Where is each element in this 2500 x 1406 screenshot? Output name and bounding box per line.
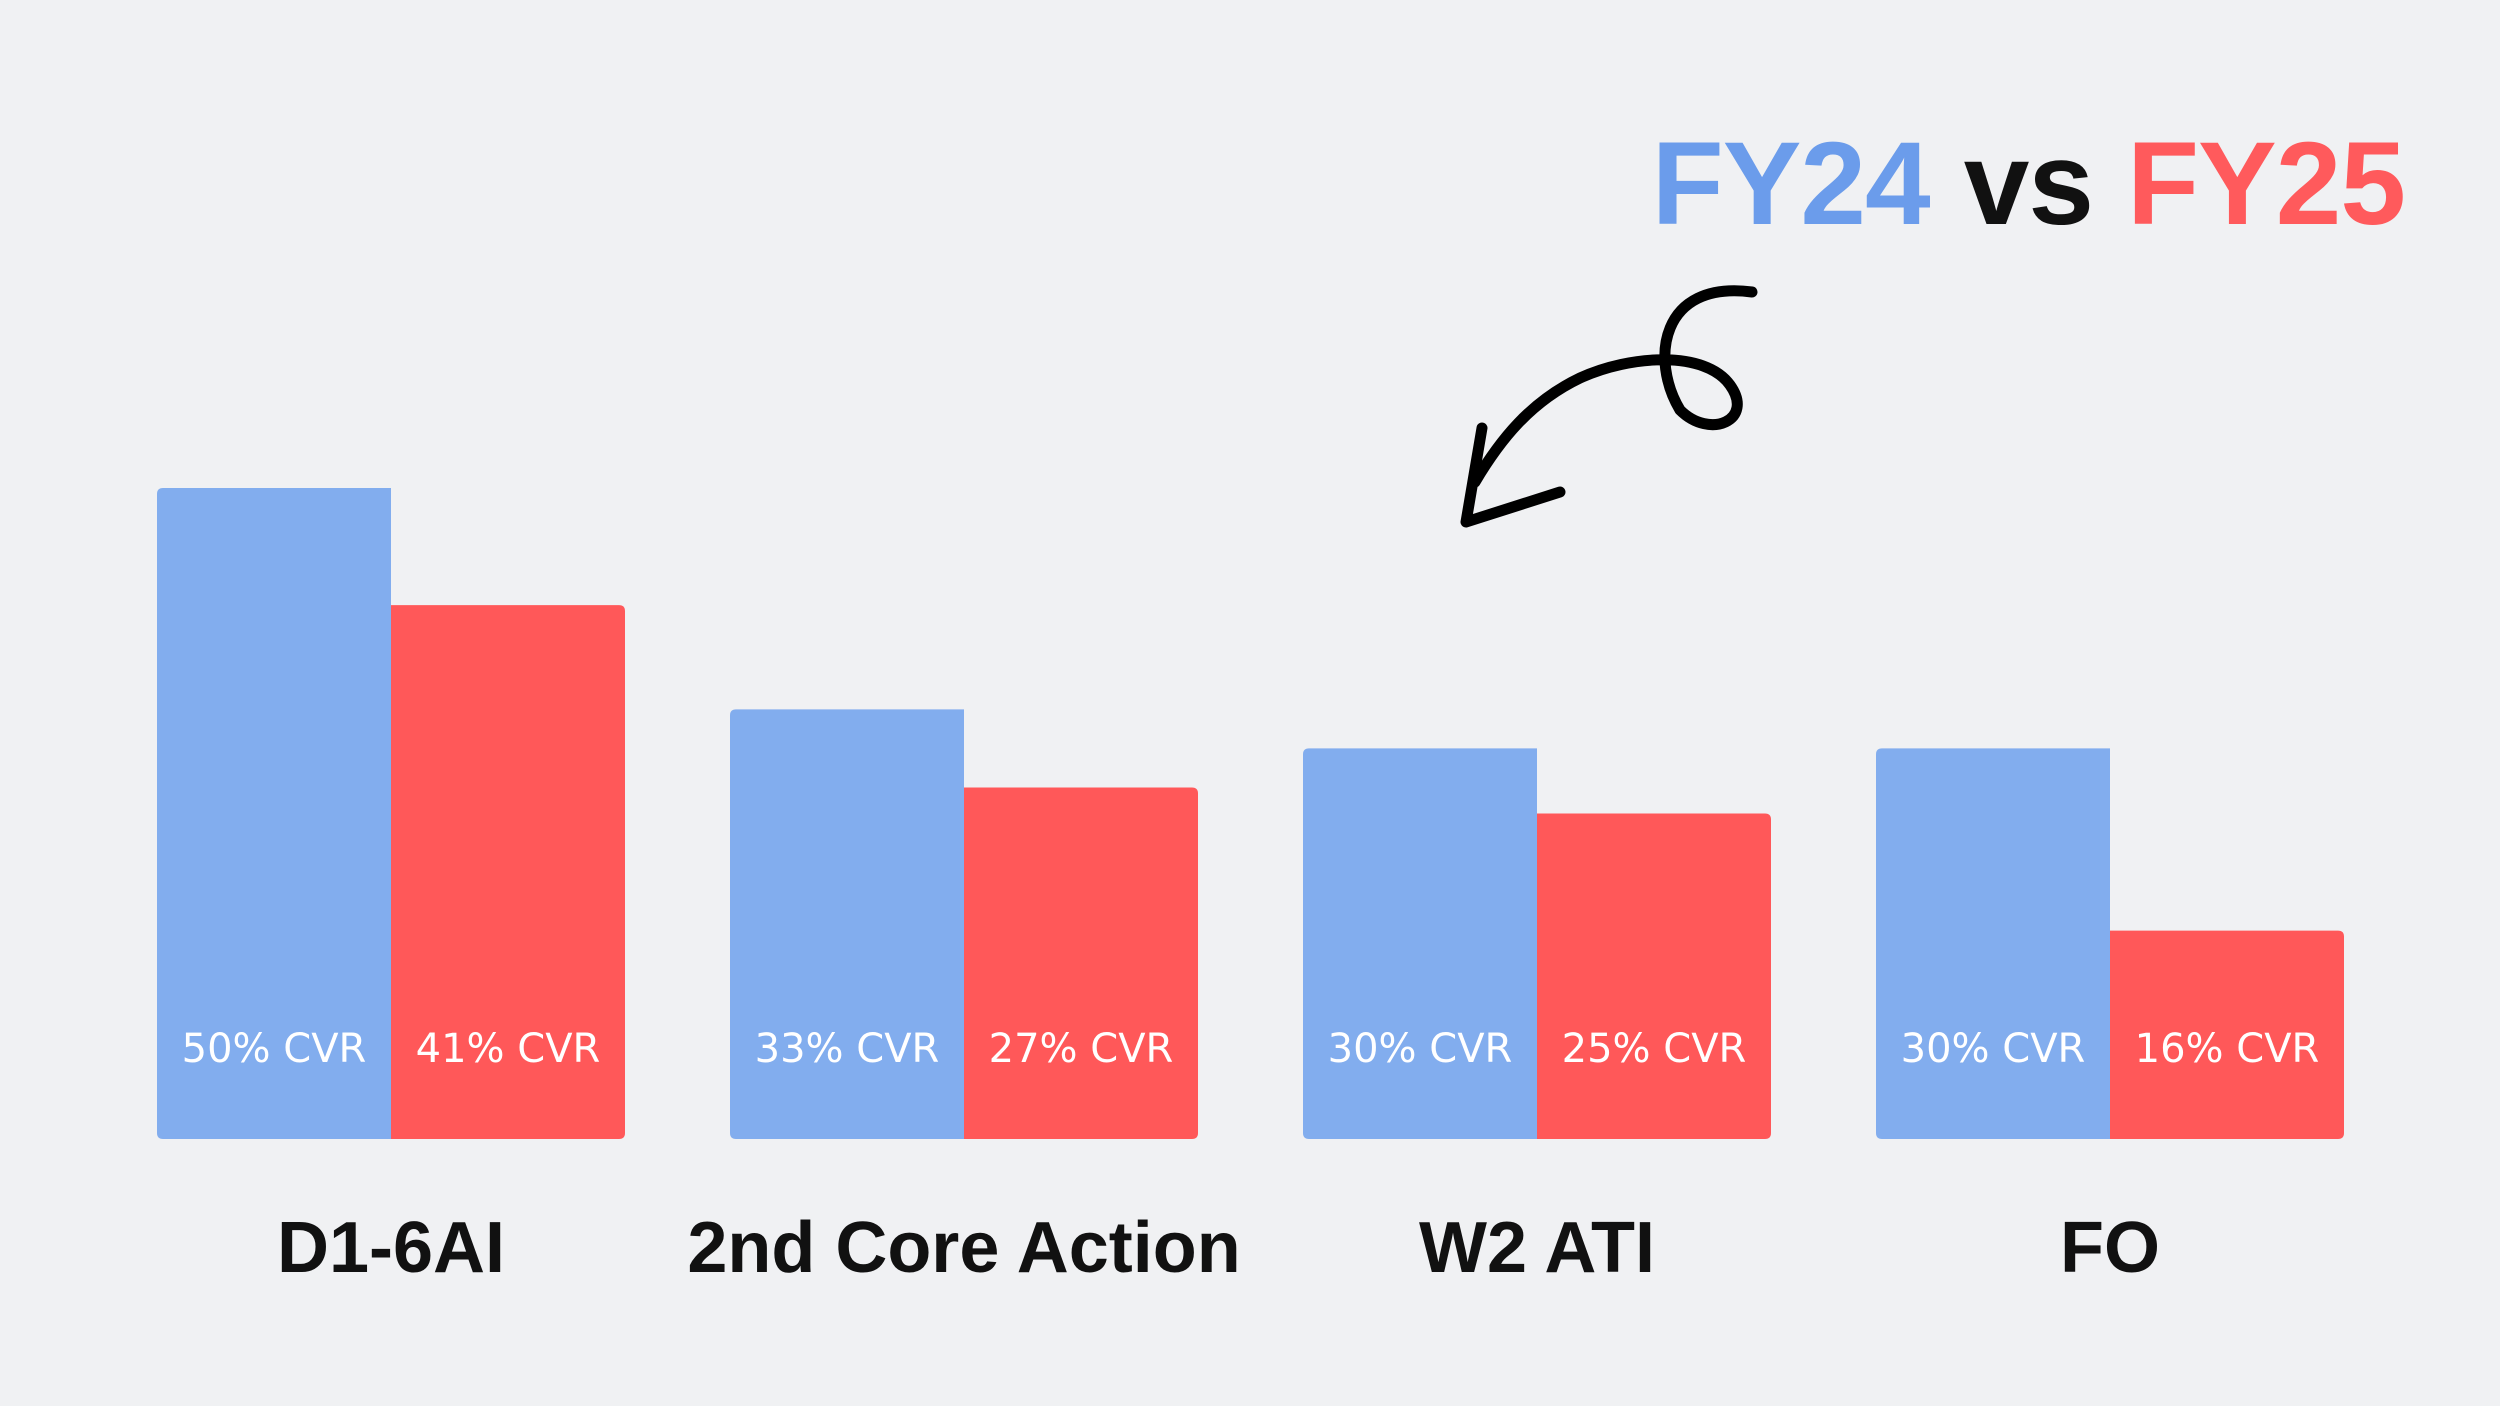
legend-vs: vs bbox=[1963, 118, 2094, 250]
bar-fy25-2 bbox=[1537, 813, 1771, 1139]
bar-value-label-fy24-2: 30% CVR bbox=[1328, 1026, 1513, 1072]
bar-fy24-1 bbox=[730, 709, 964, 1139]
category-label-2: W2 ATI bbox=[1419, 1208, 1655, 1288]
bar-fy25-1 bbox=[964, 787, 1198, 1139]
legend-fy25: FY25 bbox=[2126, 118, 2406, 250]
bars-group bbox=[157, 488, 2344, 1139]
arrow-curve bbox=[1469, 285, 1758, 488]
bar-value-label-fy25-2: 25% CVR bbox=[1562, 1026, 1747, 1072]
bar-value-label-fy24-1: 33% CVR bbox=[755, 1026, 940, 1072]
arrow-head bbox=[1460, 422, 1566, 528]
bar-value-label-fy25-1: 27% CVR bbox=[989, 1026, 1174, 1072]
category-label-3: FO bbox=[2060, 1208, 2160, 1288]
bar-fy25-3 bbox=[2110, 930, 2344, 1139]
bar-value-label-fy25-3: 16% CVR bbox=[2135, 1026, 2320, 1072]
curved-arrow-annotation bbox=[1460, 285, 1758, 528]
bar-labels-group: 50% CVR 41% CVR 33% CVR 27% CVR 30% CVR 25% C… bbox=[182, 1026, 2320, 1072]
category-labels-group: D1-6AI 2nd Core Action W2 ATI FO bbox=[277, 1208, 2160, 1288]
bar-fy24-2 bbox=[1303, 748, 1537, 1139]
category-label-1: 2nd Core Action bbox=[687, 1208, 1240, 1288]
bar-fy25-0 bbox=[391, 605, 625, 1139]
bar-value-label-fy25-0: 41% CVR bbox=[416, 1026, 601, 1072]
legend-fy24: FY24 bbox=[1651, 118, 1931, 250]
bar-value-label-fy24-0: 50% CVR bbox=[182, 1026, 367, 1072]
category-label-0: D1-6AI bbox=[277, 1208, 505, 1288]
bar-value-label-fy24-3: 30% CVR bbox=[1901, 1026, 2086, 1072]
bar-fy24-3 bbox=[1876, 748, 2110, 1139]
legend-title: FY24 vs FY25 bbox=[1651, 118, 2406, 250]
bar-fy24-0 bbox=[157, 488, 391, 1139]
